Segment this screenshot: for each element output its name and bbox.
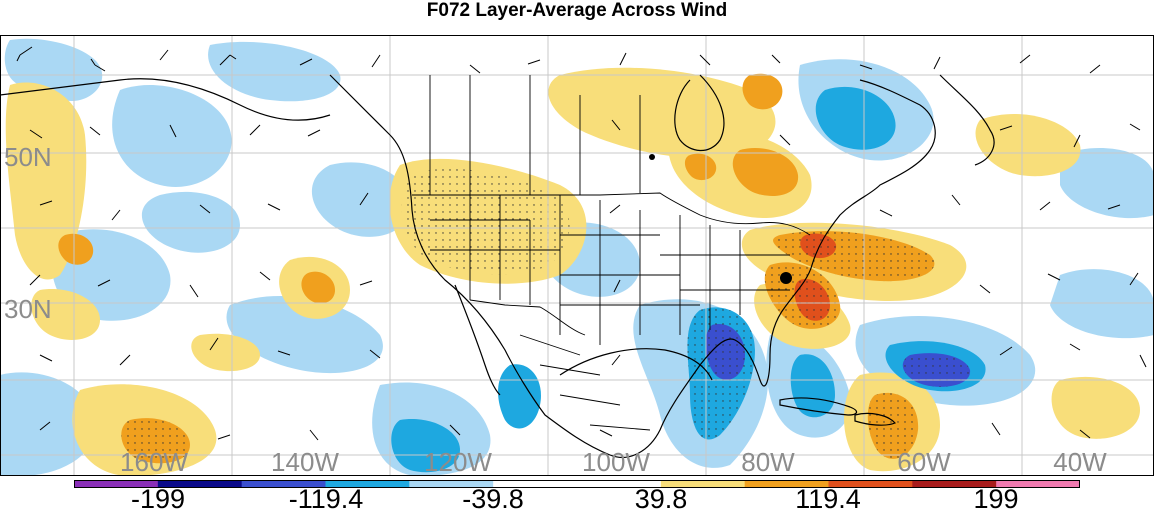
us-mexico-border [469,299,586,336]
lon-label-40w: 40W [1053,447,1107,476]
alaska-coast [0,78,331,121]
mexico-states [519,334,651,431]
lon-label-120w: 120W [424,447,492,476]
gulf-of-mexico-coast [559,348,713,381]
colorbar-label: 39.8 [634,484,688,514]
colorbar-swatch [577,480,662,488]
colorbar-swatch [744,480,829,488]
north-america-coast [329,74,936,458]
map-panel: 50N 30N 160W 140W 120W 100W 80W 60W 40W [0,35,1154,476]
canada-provinces [429,75,641,195]
colorbar-label: 199 [973,484,1019,514]
state-lines-central [559,195,700,345]
region-east-atl-yellow [1051,376,1140,439]
greenland-coast [939,74,995,166]
shaded-anomaly-layer [0,38,1154,476]
us-canada-border [412,192,811,236]
region-greenland-yellow [975,114,1081,177]
lon-label-100w: 100W [582,447,650,476]
lat-label-50n: 50N [4,142,52,172]
region-hudson-mid-blue [815,86,896,150]
lon-label-160w: 160W [120,447,188,476]
region-pac-cyclone-orange [301,271,335,304]
political-borders [412,75,811,431]
colorbar-swatch [996,480,1080,488]
region-quebec-orange [732,147,799,196]
colorbar-label: -119.4 [288,484,364,514]
colorbar-swatch [409,480,494,488]
storm-center-marker [780,272,792,284]
lon-label-60w: 60W [897,447,951,476]
colorbar-label: -199 [130,484,186,514]
colorbar-swatch [74,480,159,488]
wind-barbs [16,46,1147,441]
region-canada-blue [208,41,341,102]
stipple-overlay [121,168,971,464]
lon-label-80w: 80W [741,447,795,476]
region-aleutian-blue [112,84,232,187]
region-labrador-orange [742,73,783,110]
region-caribbean-mid-blue [790,354,835,418]
region-mex-mid-blue [498,364,541,429]
cuba-coast [779,397,858,416]
colorbar-swatch [325,480,410,488]
state-lines-west [430,195,560,305]
region-mid-pacific-blue [141,191,240,253]
lon-label-140w: 140W [271,447,339,476]
colorbar-label: 119.4 [795,484,861,514]
region-lakes-orange [684,153,717,181]
colorbar-swatch [660,480,746,488]
colorbar-label: -39.8 [462,484,524,514]
lat-label-30n: 30N [4,294,52,324]
hispaniola-coast [854,412,897,426]
region-sw-mid-blue [391,419,460,473]
region-east-atl-blue [1050,269,1154,339]
colorbar-swatch [157,480,243,488]
region-pacific-orange [58,233,94,265]
coastlines [0,74,995,458]
state-lines-east [660,215,790,335]
colorbar-swatch [912,480,997,488]
colorbar-swatch [828,480,913,488]
region-mid-pacific-yellow [191,333,260,372]
lat-lon-grid [0,35,1154,476]
colorbar [74,480,1080,488]
minor-marker [649,154,655,160]
region-pacific-yellow [31,289,100,340]
region-ne-atlantic-blue [1060,147,1154,219]
map-title: F072 Layer-Average Across Wind [426,0,728,21]
region-pacific-east-blue [226,296,383,374]
baja-coast [454,284,501,396]
colorbar-swatch [493,480,578,488]
region-gulf-alaska-yellow [5,82,87,280]
colorbar-swatch [241,480,326,488]
region-central-us-blue [311,162,410,237]
hudson-bay-coast [674,74,725,152]
